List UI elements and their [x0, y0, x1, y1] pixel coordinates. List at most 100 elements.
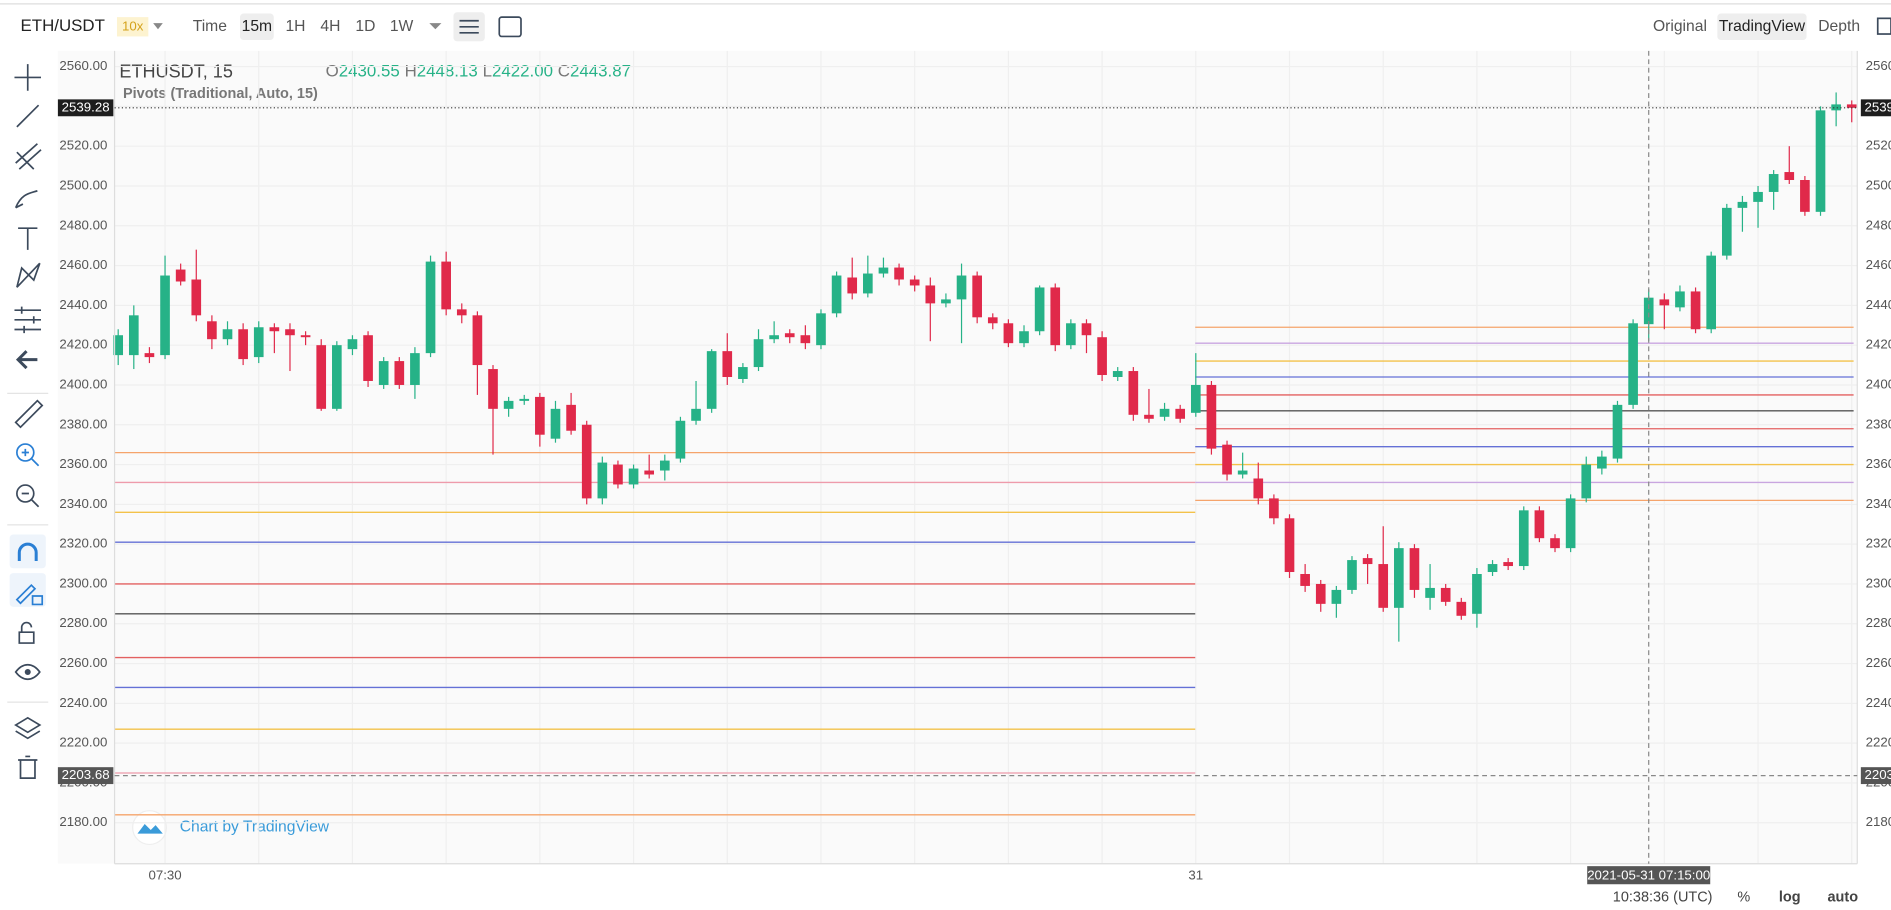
y-tick-label: 2460.00 — [59, 257, 107, 272]
candle-body — [1565, 498, 1576, 549]
text-tool[interactable] — [18, 227, 38, 250]
view-tradingview[interactable]: TradingView — [1719, 18, 1806, 35]
brush-tool[interactable] — [14, 189, 38, 209]
indicator-icon[interactable] — [498, 16, 522, 38]
candle-body — [1362, 558, 1373, 565]
zoom-out[interactable] — [16, 484, 35, 503]
zoom-in[interactable] — [16, 443, 35, 462]
candle-body — [1737, 201, 1748, 208]
candle-body — [1518, 510, 1529, 567]
candle-body — [285, 329, 295, 336]
caret — [429, 23, 442, 30]
magnet-bg — [9, 534, 46, 569]
candle-body — [1315, 583, 1326, 604]
eye-tool[interactable] — [14, 663, 41, 681]
y-tick-label: 2420.00 — [59, 337, 107, 352]
zoom-in-mark — [21, 448, 40, 467]
legend-symbol: ETHUSDT, 15 — [119, 61, 233, 81]
fullscreen-icon[interactable] — [1876, 17, 1891, 35]
prediction-tool[interactable] — [14, 306, 42, 334]
y2-tick-label: 2220.00 — [1866, 735, 1891, 750]
candle-body — [1269, 498, 1279, 519]
candle-body — [691, 408, 701, 421]
auto-toggle[interactable]: auto — [1827, 889, 1858, 905]
lock-draw-tool[interactable] — [15, 583, 44, 606]
view-original[interactable]: Original — [1653, 18, 1707, 35]
candle-body — [738, 367, 748, 379]
crosshair-price-right: 2203.68 — [1864, 767, 1891, 782]
interval[interactable]: 1H — [285, 18, 305, 35]
view-depth[interactable]: Depth — [1818, 18, 1860, 35]
plot — [113, 50, 1858, 864]
trash-tool[interactable] — [18, 755, 38, 779]
candle-body — [659, 460, 670, 471]
interval[interactable]: 1W — [390, 18, 414, 35]
candle-body — [207, 321, 217, 340]
legend-key: H — [405, 62, 417, 81]
candle-body — [972, 275, 982, 318]
candle-body — [1768, 174, 1779, 192]
candle-body — [1534, 510, 1545, 539]
y2-tick-label: 2400.00 — [1866, 376, 1891, 391]
layers-tool[interactable] — [14, 716, 42, 740]
y2-tick-label: 2460.00 — [1866, 257, 1891, 272]
line-tool[interactable] — [16, 104, 40, 128]
y-tick-label: 2380.00 — [59, 416, 107, 431]
y2-tick-label: 2500.00 — [1866, 177, 1891, 192]
tool-icons — [7, 64, 49, 779]
percent-toggle[interactable]: % — [1737, 889, 1750, 905]
candle-body — [1394, 548, 1404, 608]
candle-body — [1347, 560, 1357, 590]
leverage[interactable]: 10x — [122, 18, 144, 33]
candle-body — [1846, 104, 1857, 108]
candle-body — [909, 279, 920, 286]
candle-body — [472, 315, 483, 366]
candle-body — [1628, 323, 1638, 405]
candle-body — [566, 404, 576, 431]
legend-value: 2430.55 — [339, 62, 400, 81]
candle-body — [769, 335, 779, 340]
candle-body — [597, 462, 608, 499]
credit[interactable]: Chart by TradingView — [180, 819, 330, 836]
y-tick-label: 2340.00 — [59, 496, 107, 511]
interval[interactable]: Time — [193, 18, 228, 35]
y-tick-label: 2520.00 — [59, 138, 107, 153]
interval[interactable]: 15m — [242, 18, 272, 35]
unlock-tool[interactable] — [18, 621, 35, 644]
candle-body — [191, 279, 202, 316]
fib-tool[interactable] — [15, 143, 42, 170]
pair[interactable]: ETH/USDT — [21, 16, 105, 35]
y-tick-label: 2300.00 — [59, 575, 107, 590]
candle-body — [878, 267, 889, 274]
zoom-out-mark — [21, 492, 40, 508]
y-tick-label: 2180.00 — [59, 814, 107, 829]
y2-tick-label: 2520.00 — [1866, 138, 1891, 153]
legend-value: 2448.13 — [417, 62, 478, 81]
candle-body — [1159, 408, 1170, 417]
interval[interactable]: 4H — [320, 18, 340, 35]
candle-body — [1581, 464, 1592, 499]
ruler-tool[interactable] — [14, 399, 44, 429]
last-price-tag-bg — [57, 99, 114, 117]
candle-body — [1284, 518, 1295, 573]
y-tick-label: 2500.00 — [59, 177, 107, 192]
candle-body — [863, 273, 873, 294]
last-price-tag-right: 2539.28 — [1864, 99, 1891, 114]
legend-key: O — [326, 62, 339, 81]
y-tick-label: 2240.00 — [59, 695, 107, 710]
magnet-tool[interactable] — [17, 542, 38, 562]
candle-body — [1066, 323, 1076, 346]
y2-tick-label: 2280.00 — [1866, 615, 1891, 630]
back-tool[interactable] — [15, 350, 38, 370]
y2-tick-label: 2240.00 — [1866, 695, 1891, 710]
interval[interactable]: 1D — [355, 18, 375, 35]
crosshair-tool[interactable] — [14, 64, 42, 91]
legend-key: C — [558, 62, 570, 81]
crosshair-time-bg — [1587, 866, 1711, 885]
y-tick-label: 2260.00 — [59, 655, 107, 670]
log-toggle[interactable]: log — [1779, 889, 1801, 905]
y-tick-label: 2360.00 — [59, 456, 107, 471]
candle-body — [1675, 291, 1685, 308]
crosshair-price-bg — [57, 767, 114, 785]
pattern-tool[interactable] — [16, 262, 41, 288]
